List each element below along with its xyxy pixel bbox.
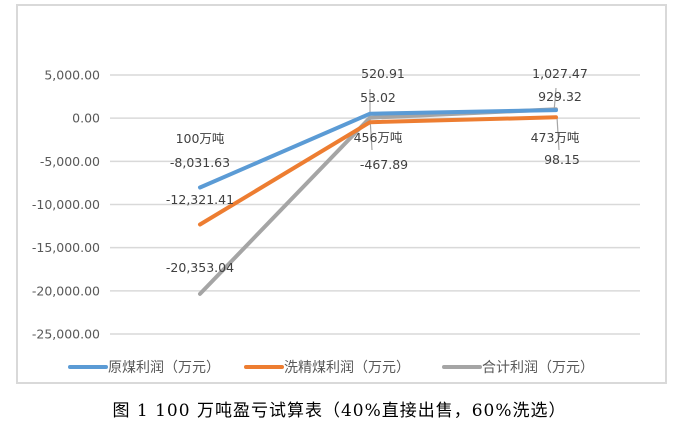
data-label: 53.02: [360, 90, 396, 105]
y-tick-label: 0.00: [72, 111, 100, 126]
legend: 原煤利润（万元） 洗精煤利润（万元） 合计利润（万元）: [68, 360, 594, 376]
data-label: 1,027.47: [532, 66, 588, 81]
series-line: [198, 115, 558, 227]
data-label: -8,031.63: [170, 155, 230, 170]
data-label: 98.15: [544, 152, 580, 167]
data-label: 929.32: [538, 89, 582, 104]
y-tick-label: -5,000.00: [40, 154, 100, 169]
legend-item: 原煤利润（万元）: [68, 360, 220, 376]
data-label: 100万吨: [176, 131, 225, 146]
figure-caption: 图 1 100 万吨盈亏试算表（40%直接出售，60%洗选）: [112, 401, 567, 421]
legend-item: 洗精煤利润（万元）: [244, 360, 410, 376]
y-tick-label: -15,000.00: [32, 240, 100, 255]
y-tick-label: 5,000.00: [44, 68, 100, 83]
data-label: -20,353.04: [166, 260, 234, 275]
legend-label: 合计利润（万元）: [482, 360, 594, 376]
data-label: 473万吨: [531, 130, 580, 145]
legend-label: 原煤利润（万元）: [108, 360, 220, 376]
series-lines: [198, 107, 558, 296]
y-axis-labels: 5,000.00 0.00 -5,000.00 -10,000.00 -15,000.0…: [32, 68, 100, 342]
y-tick-label: -25,000.00: [32, 327, 100, 342]
legend-item: 合计利润（万元）: [442, 360, 594, 376]
y-tick-label: -20,000.00: [32, 283, 100, 298]
data-labels: 100万吨 -8,031.63 -12,321.41 -20,353.04 520.91…: [166, 66, 588, 275]
line-chart: 5,000.00 0.00 -5,000.00 -10,000.00 -15,000.0…: [32, 66, 640, 376]
data-label: 456万吨: [354, 130, 403, 145]
y-tick-label: -10,000.00: [32, 197, 100, 212]
legend-label: 洗精煤利润（万元）: [284, 360, 410, 376]
data-label: -467.89: [360, 157, 408, 172]
data-label: 520.91: [361, 66, 405, 81]
series-line: [198, 108, 558, 190]
data-label: -12,321.41: [166, 192, 234, 207]
chart-frame: [16, 4, 667, 384]
leader-line: [556, 116, 560, 151]
